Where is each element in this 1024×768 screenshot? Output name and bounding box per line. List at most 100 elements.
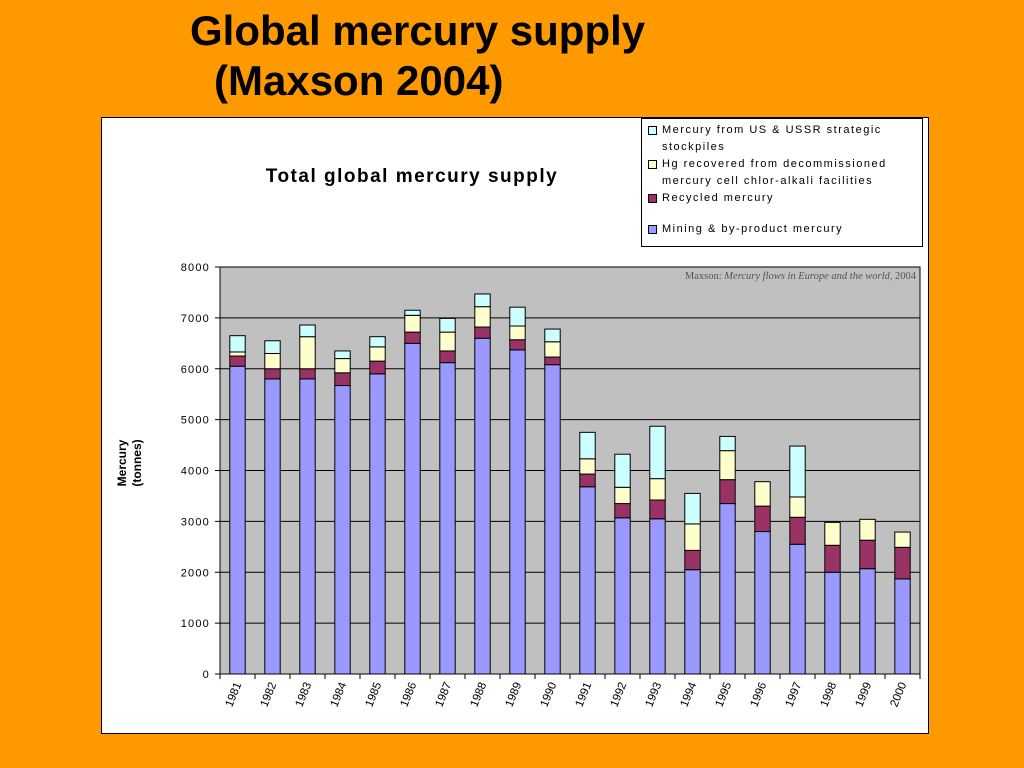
bar-segment-1981-s3	[229, 335, 246, 353]
y-tick-label: 3000	[181, 516, 210, 528]
y-tick-label: 7000	[181, 313, 210, 325]
bar-segment-1990-s1	[544, 356, 561, 366]
legend-swatch-stockpiles	[648, 126, 657, 135]
legend-label-mining: Mining & by-product mercury	[662, 223, 844, 235]
bar-segment-1995-s1	[719, 479, 736, 505]
bar-segment-1987-s0	[439, 362, 456, 675]
x-tick-label: 2000	[889, 681, 910, 709]
legend-item-chlor-alkali: Hg recovered from decommissioned mercury…	[648, 156, 918, 190]
x-tick-label: 1991	[574, 681, 595, 709]
bar-segment-1994-s1	[684, 549, 701, 571]
slide-title: Global mercury supply (Maxson 2004)	[190, 6, 790, 106]
bar-segment-1994-s2	[684, 523, 701, 551]
bar-segment-1981-s1	[229, 355, 246, 367]
bar-segment-1991-s2	[579, 458, 596, 475]
y-tick-label: 0	[203, 669, 210, 681]
chart-legend: Mercury from US & USSR strategic stockpi…	[641, 118, 923, 247]
bar-segment-2000-s1	[894, 546, 911, 580]
bar-segment-1988-s3	[474, 293, 491, 308]
bar-segment-1993-s0	[649, 518, 666, 675]
bar-segment-1985-s1	[369, 360, 386, 375]
bar-segment-1996-s1	[754, 505, 771, 533]
bar-segment-1988-s0	[474, 337, 491, 675]
bar-segment-1986-s2	[404, 314, 421, 333]
bar-segment-1987-s3	[439, 317, 456, 333]
bar-segment-1997-s0	[789, 543, 806, 675]
legend-swatch-recycled	[648, 194, 657, 203]
attribution-year: 2004	[892, 271, 916, 282]
bar-segment-1984-s3	[334, 350, 351, 360]
bar-segment-1982-s0	[264, 378, 281, 675]
chart-title: Total global mercury supply	[265, 166, 559, 187]
bar-segment-1999-s0	[859, 568, 876, 675]
legend-label-stockpiles-line2: stockpiles	[662, 141, 726, 153]
bar-segment-1989-s0	[509, 349, 526, 675]
bar-segment-1984-s2	[334, 358, 351, 374]
bar-segment-1982-s2	[264, 352, 281, 370]
y-tick-label: 5000	[181, 415, 210, 427]
y-tick-label: 8000	[181, 262, 210, 274]
y-tick-label: 6000	[181, 364, 210, 376]
x-tick-label: 1981	[224, 681, 245, 709]
chart-frame: 0 1000 2000 3000 4000 5000 6000 7000 8000 1981 198…	[101, 117, 929, 734]
bar-segment-1998-s1	[824, 544, 841, 573]
x-tick-label: 1990	[539, 681, 560, 709]
x-tick-label: 1999	[854, 681, 875, 709]
bar-segment-1990-s0	[544, 364, 561, 675]
x-tick-label: 1993	[644, 681, 665, 709]
bar-segment-1995-s2	[719, 450, 736, 481]
x-tick-label: 1992	[609, 681, 630, 709]
bar-segment-1984-s1	[334, 372, 351, 387]
legend-label-recycled: Recycled mercury	[662, 192, 775, 204]
bar-segment-1992-s0	[614, 517, 631, 675]
attribution-title: Mercury flows in Europe and the world,	[724, 271, 893, 282]
bar-segment-1987-s2	[439, 331, 456, 352]
y-tick-label: 2000	[181, 567, 210, 579]
legend-swatch-chlor-alkali	[648, 160, 657, 169]
bar-segment-1985-s2	[369, 346, 386, 362]
chart-plot: 0 1000 2000 3000 4000 5000 6000 7000 8000 1981 198…	[181, 262, 921, 709]
y-axis-label: Mercury (tonnes)	[115, 423, 145, 503]
bar-segment-1982-s3	[264, 340, 281, 354]
bar-segment-1992-s2	[614, 486, 631, 505]
bar-segment-1996-s2	[754, 481, 771, 507]
x-tick-label: 1984	[329, 680, 350, 709]
bar-segment-1992-s3	[614, 453, 631, 488]
x-tick-label: 1989	[504, 681, 525, 709]
x-tick-label: 1987	[434, 681, 455, 709]
legend-swatch-mining	[648, 225, 657, 234]
legend-item-recycled: Recycled mercury	[648, 190, 918, 207]
x-tick-label: 1998	[819, 681, 840, 709]
bar-segment-1986-s1	[404, 331, 421, 344]
x-tick-label: 1986	[399, 681, 420, 709]
x-tick-label: 1994	[679, 680, 700, 709]
bar-segment-1987-s1	[439, 350, 456, 364]
bar-segment-1983-s2	[299, 336, 316, 370]
slide-title-line1: Global mercury supply	[190, 7, 646, 54]
x-tick-label: 1985	[364, 681, 385, 709]
bar-segment-1992-s1	[614, 503, 631, 519]
bar-segment-1990-s2	[544, 341, 561, 358]
bar-segment-1997-s2	[789, 496, 806, 518]
bar-segment-1989-s1	[509, 339, 526, 351]
bar-segment-1994-s0	[684, 569, 701, 675]
x-tick-label: 1997	[784, 681, 805, 709]
bar-segment-1981-s2	[229, 351, 246, 357]
bar-segment-1983-s1	[299, 368, 316, 380]
bar-segment-1996-s0	[754, 531, 771, 675]
bar-segment-1991-s1	[579, 473, 596, 488]
y-axis-label-line2: (tonnes)	[130, 439, 144, 487]
slide-title-line2: (Maxson 2004)	[214, 57, 504, 104]
bar-segment-1986-s0	[404, 342, 421, 675]
y-axis-label-line1: Mercury	[115, 439, 129, 487]
bar-segment-1997-s3	[789, 445, 806, 498]
x-tick-label: 1982	[259, 681, 280, 709]
x-tick-label: 1995	[714, 681, 735, 709]
bar-segment-1998-s0	[824, 571, 841, 675]
bar-segment-1993-s2	[649, 478, 666, 501]
x-tick-label: 1996	[749, 681, 770, 709]
legend-item-mining: Mining & by-product mercury	[648, 221, 918, 238]
legend-label-chlor-alkali-line1: Hg recovered from decommissioned	[662, 158, 887, 170]
bar-segment-1991-s3	[579, 431, 596, 460]
x-tick-label: 1983	[294, 681, 315, 709]
